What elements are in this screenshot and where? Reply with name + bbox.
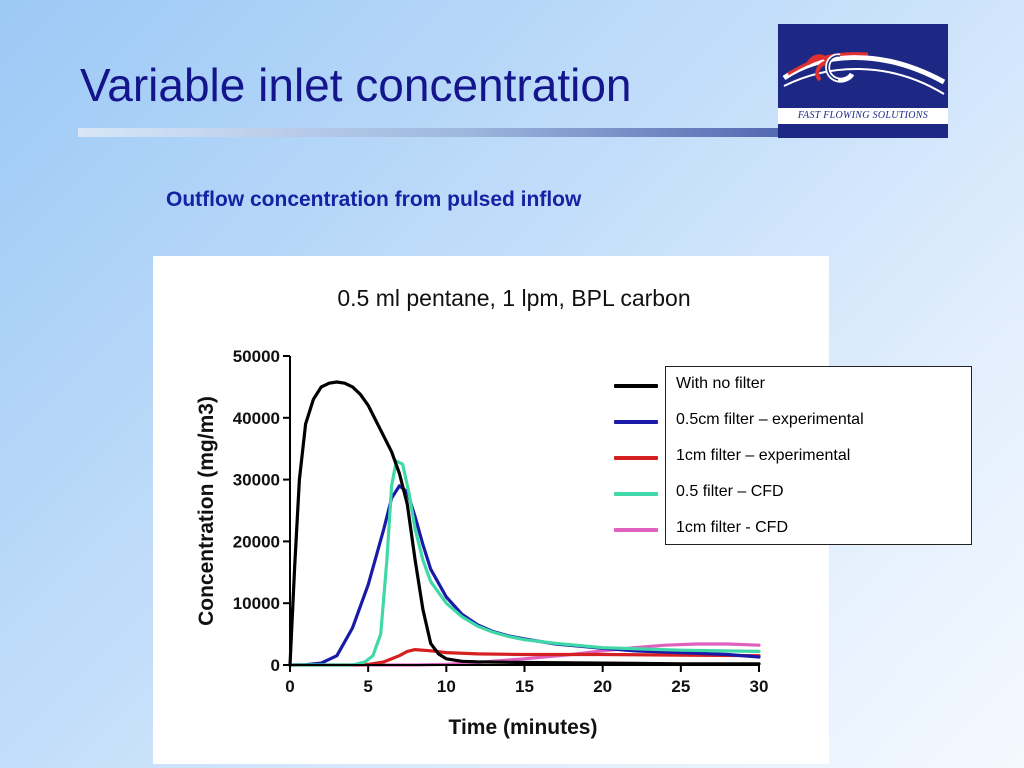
legend-label-4: 1cm filter - CFD xyxy=(676,519,788,536)
x-tick-label: 30 xyxy=(750,677,769,696)
legend-label-0: With no filter xyxy=(676,375,765,392)
x-axis-label: Time (minutes) xyxy=(449,716,598,739)
ticks-layer: 0 5 10 15 20 25 30 0 10000 20000 30000 40000 50000 xyxy=(233,347,769,696)
legend-label-2: 1cm filter – experimental xyxy=(676,447,851,464)
y-tick-label: 0 xyxy=(271,656,280,675)
chart-title: 0.5 ml pentane, 1 lpm, BPL carbon xyxy=(337,285,690,311)
x-tick-label: 20 xyxy=(593,677,612,696)
logo-swoosh-graphic xyxy=(778,24,948,108)
series-line-3 xyxy=(288,459,761,667)
y-axis-label: Concentration (mg/m3) xyxy=(195,396,218,626)
title-underline xyxy=(78,128,948,137)
y-tick-label: 20000 xyxy=(233,532,280,551)
x-tick-label: 0 xyxy=(285,677,294,696)
legend-swatch-4 xyxy=(614,528,658,532)
x-tick-label: 10 xyxy=(437,677,456,696)
legend-label-1: 0.5cm filter – experimental xyxy=(676,411,864,428)
x-tick-label: 25 xyxy=(671,677,690,696)
x-tick-label: 5 xyxy=(363,677,372,696)
y-tick-label: 40000 xyxy=(233,409,280,428)
logo-wordmark: FAST FLOWING SOLUTIONS xyxy=(778,108,948,124)
company-logo: FAST FLOWING SOLUTIONS xyxy=(778,24,948,138)
legend-swatch-0 xyxy=(614,384,658,388)
concentration-chart: 0.5 ml pentane, 1 lpm, BPL carbon 0 5 10 15… xyxy=(195,285,769,739)
slide-title: Variable inlet concentration xyxy=(80,59,632,111)
y-tick-label: 10000 xyxy=(233,594,280,613)
legend-swatch-3 xyxy=(614,492,658,496)
series-line-0 xyxy=(288,380,761,667)
y-tick-label: 30000 xyxy=(233,471,280,490)
series-line-2 xyxy=(288,648,761,667)
legend-swatch-1 xyxy=(614,420,658,424)
chart-legend: With no filter 0.5cm filter – experimenta… xyxy=(614,366,972,545)
legend-label-3: 0.5 filter – CFD xyxy=(676,483,784,500)
x-tick-label: 15 xyxy=(515,677,534,696)
chart-subtitle: Outflow concentration from pulsed inflow xyxy=(166,188,582,211)
legend-swatch-2 xyxy=(614,456,658,460)
y-tick-label: 50000 xyxy=(233,347,280,366)
